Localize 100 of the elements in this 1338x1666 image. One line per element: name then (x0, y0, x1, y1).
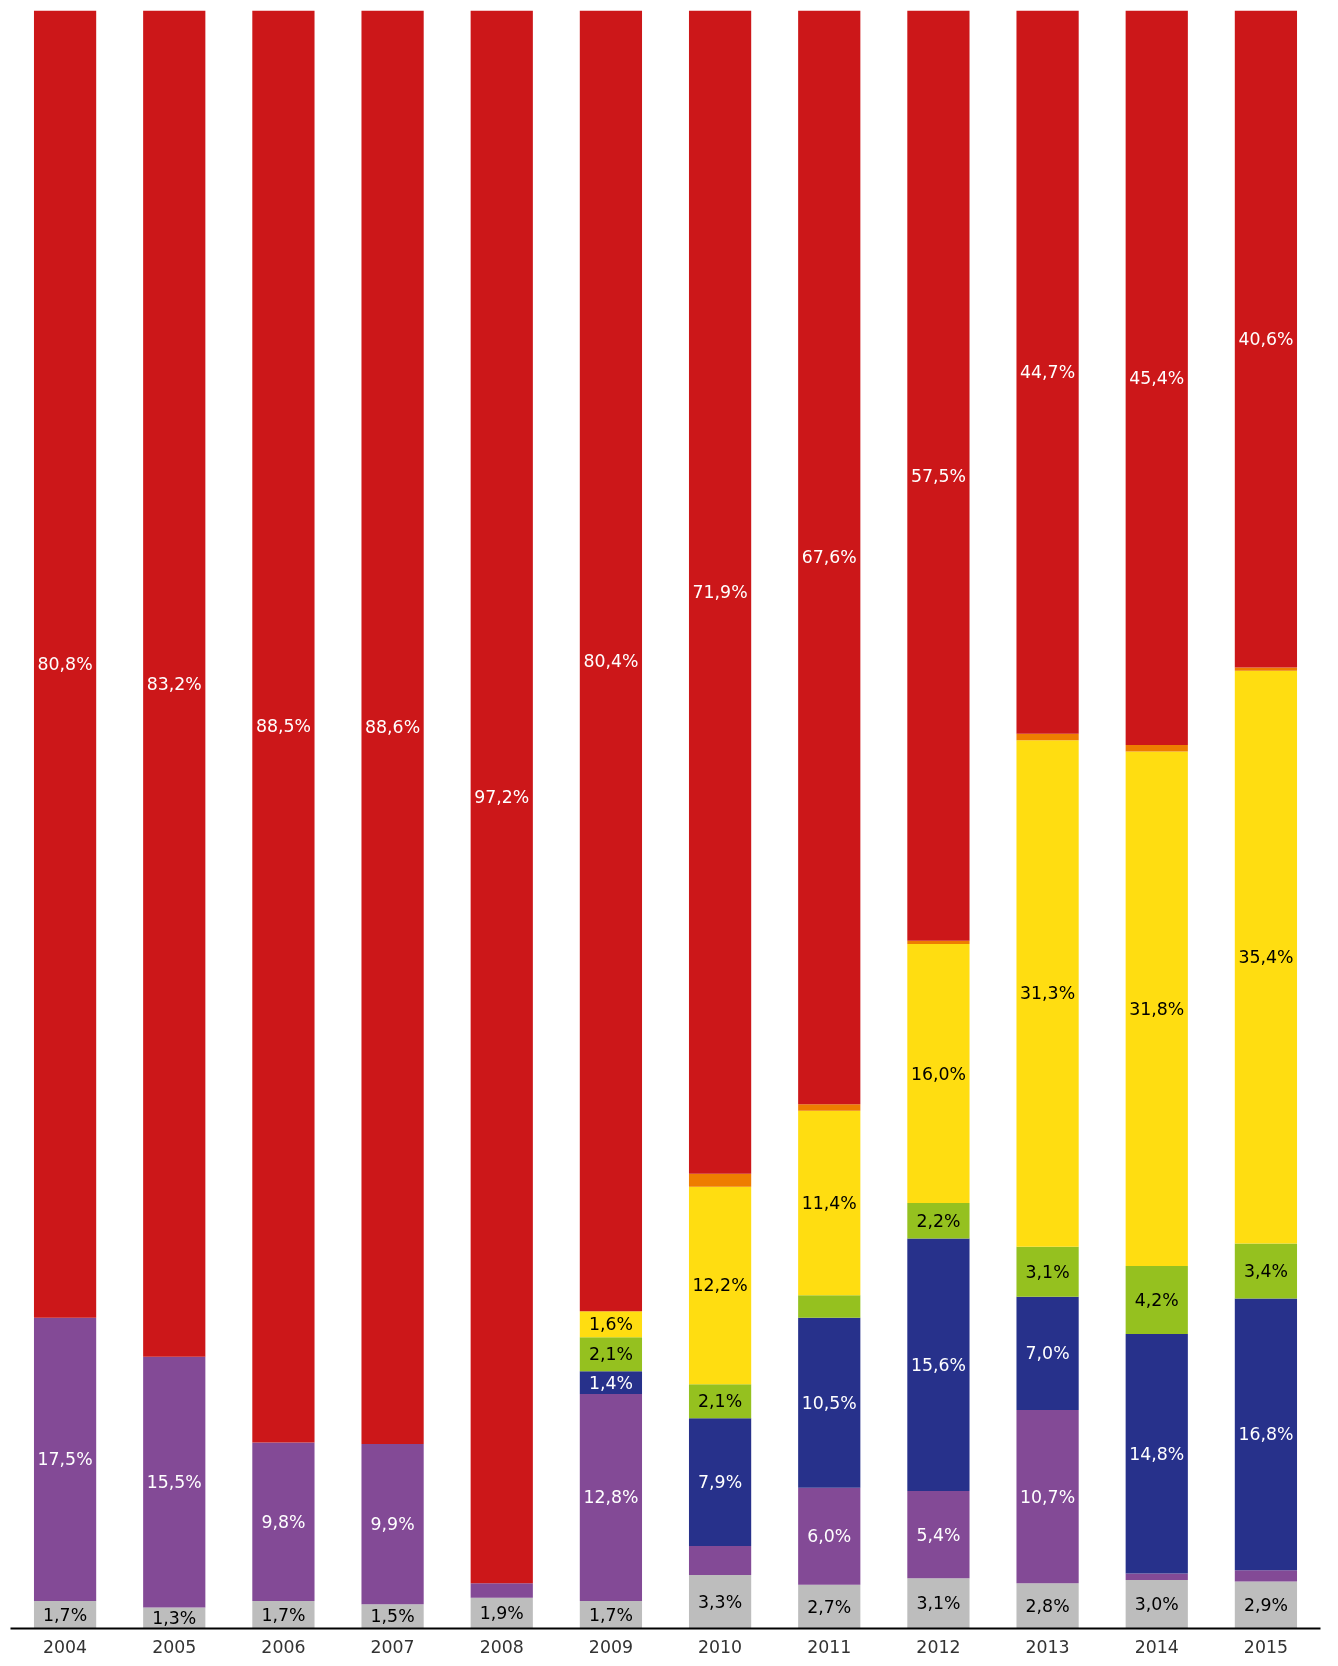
data-label: 3,3% (698, 1591, 743, 1612)
bar (1234, 1298, 1298, 1571)
data-label: 16,8% (1238, 1424, 1294, 1445)
bar (907, 944, 970, 1203)
data-label: 1,7% (43, 1604, 88, 1625)
bar (1125, 1573, 1188, 1580)
data-label: 7,9% (698, 1472, 743, 1493)
x-tick-label: 2014 (1134, 1636, 1179, 1657)
x-tick-label: 2008 (479, 1636, 524, 1657)
data-label: 7,0% (1025, 1343, 1070, 1364)
bar (688, 1186, 752, 1385)
data-label: 17,5% (37, 1449, 93, 1470)
x-tick-label: 2009 (588, 1636, 633, 1657)
data-label: 3,1% (1025, 1261, 1070, 1282)
data-label: 2,1% (588, 1344, 633, 1365)
bar (1234, 10, 1298, 668)
bar (1234, 670, 1298, 1244)
data-label: 6,0% (807, 1526, 852, 1547)
bar (907, 1578, 970, 1629)
data-label: 15,6% (910, 1354, 966, 1375)
data-label: 88,6% (365, 717, 421, 738)
bar (143, 10, 206, 1357)
bar (688, 10, 752, 1174)
data-label: 2,7% (807, 1596, 852, 1617)
data-label: 3,0% (1134, 1594, 1179, 1615)
data-label: 35,4% (1238, 947, 1294, 968)
data-label: 1,9% (479, 1603, 524, 1624)
data-label: 4,2% (1134, 1290, 1179, 1311)
bar (470, 10, 533, 1584)
data-label: 31,3% (1020, 983, 1076, 1004)
x-tick-label: 2015 (1243, 1636, 1288, 1657)
data-label: 80,4% (583, 650, 639, 671)
bar (798, 1110, 861, 1296)
bar (907, 1238, 970, 1491)
data-label: 10,7% (1020, 1486, 1076, 1507)
bar (907, 1490, 970, 1579)
bar (1125, 1579, 1188, 1629)
bar (1125, 1334, 1188, 1574)
data-label: 9,8% (261, 1511, 306, 1532)
bar (688, 1575, 752, 1629)
bar (579, 1393, 643, 1601)
data-label: 3,1% (916, 1593, 961, 1614)
data-label: 12,8% (583, 1487, 639, 1508)
data-label: 88,5% (255, 716, 311, 737)
data-label: 1,3% (152, 1607, 197, 1628)
bar (1125, 745, 1188, 752)
data-label: 12,2% (692, 1275, 748, 1296)
bar (1234, 667, 1298, 671)
bar (1016, 1583, 1079, 1629)
bar (907, 10, 970, 941)
data-label: 97,2% (474, 786, 530, 807)
data-label: 2,8% (1025, 1595, 1070, 1616)
bar (252, 10, 315, 1443)
x-tick-label: 2007 (370, 1636, 415, 1657)
bar (143, 1356, 206, 1608)
data-label: 14,8% (1129, 1443, 1185, 1464)
data-label: 44,7% (1020, 362, 1076, 383)
data-label: 1,7% (261, 1604, 306, 1625)
x-tick-label: 2013 (1025, 1636, 1070, 1657)
x-tick-label: 2012 (916, 1636, 961, 1657)
bar (1125, 1266, 1188, 1335)
bar (688, 1173, 752, 1187)
bar (688, 1418, 752, 1546)
bar (688, 1545, 752, 1576)
data-label: 45,4% (1129, 367, 1185, 388)
bar (579, 10, 643, 1312)
bar (907, 1202, 970, 1239)
bar (33, 10, 97, 1318)
data-label: 1,4% (588, 1372, 633, 1393)
bar (798, 1295, 861, 1318)
data-label: 2,2% (916, 1210, 961, 1231)
data-label: 31,8% (1129, 998, 1185, 1019)
bar (798, 10, 861, 1105)
x-tick-label: 2004 (43, 1636, 88, 1657)
data-label: 11,4% (801, 1192, 857, 1213)
bar (1016, 1410, 1079, 1584)
bar (470, 1583, 533, 1598)
bar (1016, 10, 1079, 734)
data-label: 5,4% (916, 1524, 961, 1545)
data-label: 15,5% (146, 1472, 202, 1493)
bar (1016, 1296, 1079, 1411)
bar (33, 1317, 97, 1601)
bar (1125, 751, 1188, 1267)
bar (1125, 10, 1188, 746)
bar (907, 940, 970, 945)
bar (361, 1444, 424, 1605)
data-label: 57,5% (910, 465, 966, 486)
bar (798, 1104, 861, 1111)
data-label: 67,6% (801, 547, 857, 568)
bar (1234, 1570, 1298, 1582)
bar (252, 1442, 315, 1601)
data-label: 16,0% (910, 1063, 966, 1084)
x-tick-label: 2010 (698, 1636, 743, 1657)
data-label: 10,5% (801, 1392, 857, 1413)
data-label: 80,8% (37, 654, 93, 675)
bar (798, 1317, 861, 1488)
data-label: 1,6% (588, 1314, 633, 1335)
bar (361, 10, 424, 1445)
data-label: 40,6% (1238, 328, 1294, 349)
data-label: 2,9% (1243, 1595, 1288, 1616)
